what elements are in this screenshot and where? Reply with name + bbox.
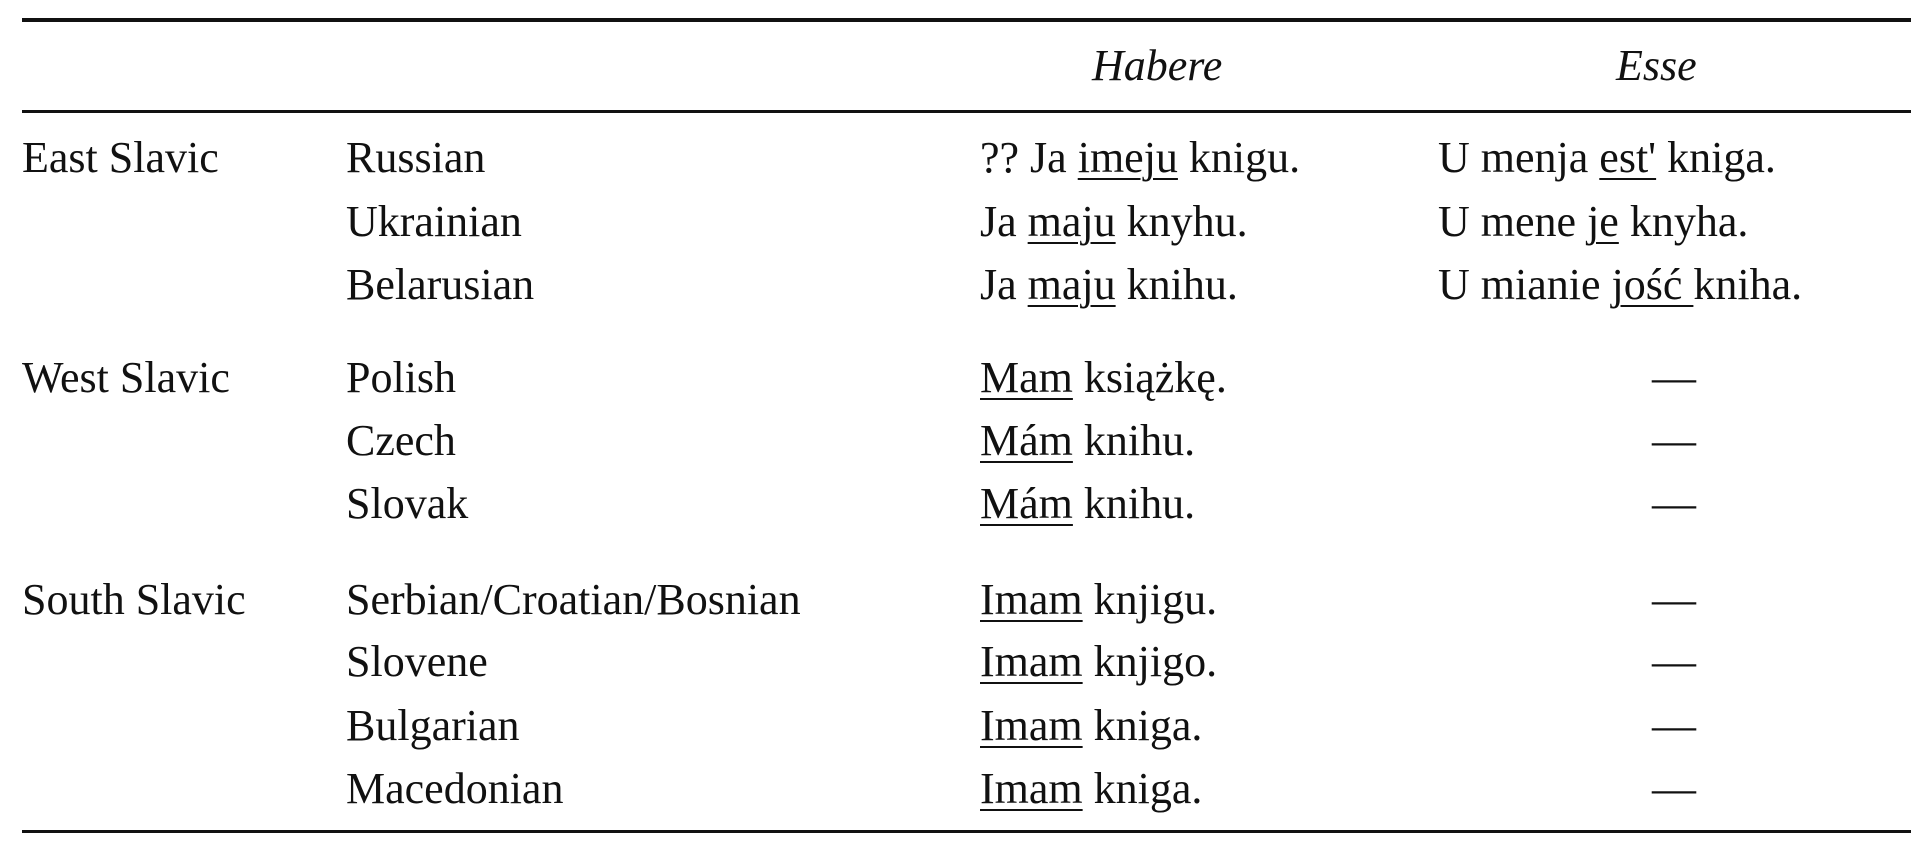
sentence-part: knyha. (1618, 197, 1749, 246)
esse-dash: — (1652, 637, 1696, 686)
language-name: Bulgarian (346, 701, 520, 750)
sentence-part: knihu. (1115, 260, 1238, 309)
underlined-verb: Mam (980, 353, 1073, 402)
underlined-verb: Mám (980, 416, 1073, 465)
sentence-part: knyhu. (1115, 197, 1248, 246)
group-label: West Slavic (22, 353, 230, 402)
sentence-part: ?? Ja (980, 133, 1078, 182)
habere-example: Ja maju knyhu. (980, 200, 1248, 244)
esse-dash: — (1652, 479, 1696, 528)
underlined-verb: maju (1027, 260, 1116, 309)
habere-example: Mám knihu. (980, 482, 1195, 526)
underlined-verb: je (1587, 197, 1619, 246)
underlined-verb: Imam (980, 701, 1083, 750)
esse-dash: — (1652, 353, 1696, 402)
esse-dash: — (1652, 764, 1696, 813)
esse-dash: — (1652, 575, 1696, 624)
habere-example: Imam knjigu. (980, 578, 1217, 622)
bottom-rule (22, 830, 1911, 833)
esse-dash: — (1652, 701, 1696, 750)
esse-example: U mene je knyha. (1438, 200, 1748, 244)
habere-example: Imam kniga. (980, 767, 1202, 811)
sentence-part: knjigu. (1082, 575, 1218, 624)
sentence-part: U mianie (1438, 260, 1612, 309)
sentence-part: knigu. (1177, 133, 1301, 182)
top-rule (22, 18, 1911, 22)
habere-example: Mám knihu. (980, 419, 1195, 463)
language-name: Slovene (346, 637, 488, 686)
language-name: Macedonian (346, 764, 564, 813)
habere-example: Imam knjigo. (980, 640, 1217, 684)
esse-dash: — (1652, 416, 1696, 465)
underlined-verb: Imam (980, 637, 1083, 686)
language-name: Serbian/Croatian/Bosnian (346, 575, 801, 624)
underlined-verb: maju (1027, 197, 1116, 246)
esse-example: U menja est' kniga. (1438, 136, 1776, 180)
sentence-part: Ja (980, 197, 1028, 246)
sentence-part: Ja (980, 260, 1028, 309)
sentence-part: książkę. (1072, 353, 1227, 402)
language-name: Polish (346, 353, 457, 402)
language-name: Slovak (346, 479, 469, 528)
sentence-part: U mene (1438, 197, 1588, 246)
group-label: East Slavic (22, 133, 219, 182)
sentence-part: knihu. (1072, 416, 1196, 465)
underlined-verb: jość (1611, 260, 1694, 309)
language-name: Belarusian (346, 260, 535, 309)
underlined-verb: imeju (1077, 133, 1178, 182)
habere-example: Ja maju knihu. (980, 263, 1238, 307)
header-esse: Esse (1616, 41, 1697, 90)
habere-example: Mam książkę. (980, 356, 1227, 400)
language-name: Ukrainian (346, 197, 522, 246)
language-name: Czech (346, 416, 456, 465)
sentence-part: knihu. (1072, 479, 1196, 528)
underlined-verb: est' (1599, 133, 1657, 182)
sentence-part: kniga. (1656, 133, 1776, 182)
sentence-part: kniha. (1693, 260, 1803, 309)
sentence-part: kniga. (1082, 764, 1203, 813)
sentence-part: kniga. (1082, 701, 1203, 750)
underlined-verb: Imam (980, 575, 1083, 624)
habere-example: ?? Ja imeju knigu. (980, 136, 1300, 180)
underlined-verb: Mám (980, 479, 1073, 528)
esse-example: U mianie jość kniha. (1438, 263, 1802, 307)
sentence-part: knjigo. (1082, 637, 1218, 686)
header-habere: Habere (1092, 41, 1223, 90)
habere-example: Imam kniga. (980, 704, 1202, 748)
underlined-verb: Imam (980, 764, 1083, 813)
header-rule (22, 110, 1911, 113)
sentence-part: U menja (1438, 133, 1600, 182)
language-name: Russian (346, 133, 486, 182)
group-label: South Slavic (22, 575, 246, 624)
